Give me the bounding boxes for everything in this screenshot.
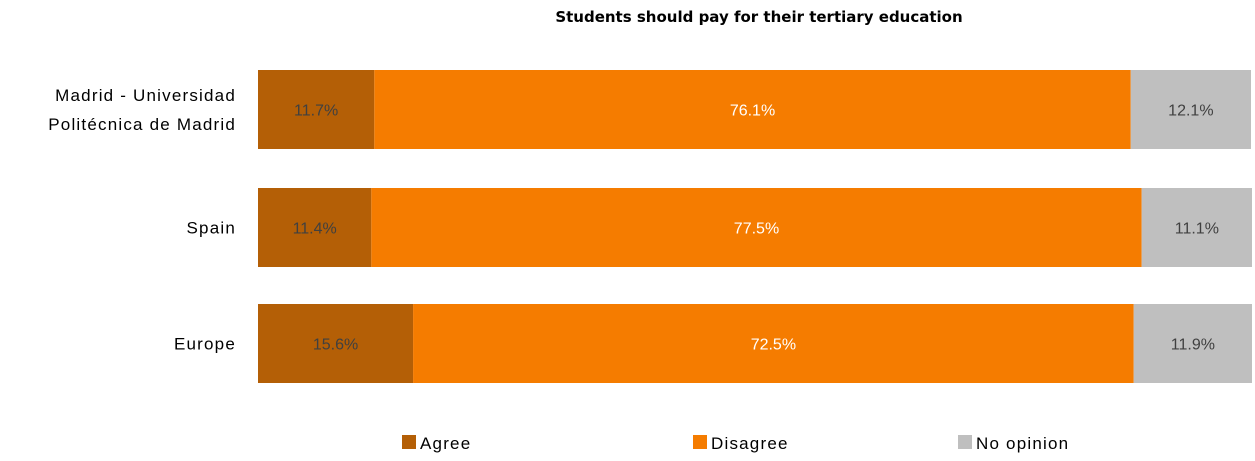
- bar-segment-agree-0: [258, 70, 375, 149]
- chart-title: Students should pay for their tertiary e…: [555, 8, 962, 26]
- bar-segment-no-opinion-1: [1141, 188, 1252, 267]
- data-label-disagree-0: 76.1%: [730, 103, 775, 120]
- bar-segment-disagree-2: [413, 304, 1134, 383]
- legend-swatch-agree: [402, 435, 416, 449]
- data-label-disagree-2: 72.5%: [751, 337, 796, 354]
- bar-segment-agree-2: [258, 304, 414, 383]
- bar-segment-no-opinion-2: [1133, 304, 1252, 383]
- category-label-1: Spain: [187, 219, 236, 238]
- category-label-0: Madrid - Universidad Politécnica de Madri…: [48, 86, 236, 134]
- data-label-disagree-1: 77.5%: [734, 221, 779, 238]
- data-label-no-opinion-1: 11.1%: [1175, 221, 1219, 238]
- legend-label-disagree: Disagree: [711, 434, 789, 453]
- bars-group: 11.7% 76.1% 12.1% 11.4% 77.5% 11.1% 15.6% 72.5%…: [258, 70, 1252, 383]
- legend-swatch-no-opinion: [958, 435, 972, 449]
- legend-label-no-opinion: No opinion: [976, 434, 1069, 453]
- data-label-agree-1: 11.4%: [293, 221, 337, 238]
- category-label-2: Europe: [174, 335, 236, 354]
- data-label-no-opinion-2: 11.9%: [1171, 337, 1215, 354]
- category-label-line: Europe: [174, 335, 236, 354]
- legend-label-agree: Agree: [420, 434, 471, 453]
- data-label-agree-0: 11.7%: [294, 103, 338, 120]
- legend-swatch-disagree: [693, 435, 707, 449]
- bar-segment-disagree-0: [374, 70, 1131, 149]
- category-label-line: Madrid - Universidad: [55, 86, 236, 105]
- bar-segment-no-opinion-0: [1130, 70, 1251, 149]
- bar-segment-disagree-1: [371, 188, 1142, 267]
- legend: Agree Disagree No opinion: [402, 434, 1069, 453]
- data-label-agree-2: 15.6%: [313, 337, 358, 354]
- category-label-line: Spain: [187, 219, 236, 238]
- category-labels: Madrid - Universidad Politécnica de Madri…: [48, 86, 236, 354]
- category-label-line: Politécnica de Madrid: [48, 115, 236, 134]
- bar-segment-agree-1: [258, 188, 372, 267]
- data-label-no-opinion-0: 12.1%: [1168, 103, 1213, 120]
